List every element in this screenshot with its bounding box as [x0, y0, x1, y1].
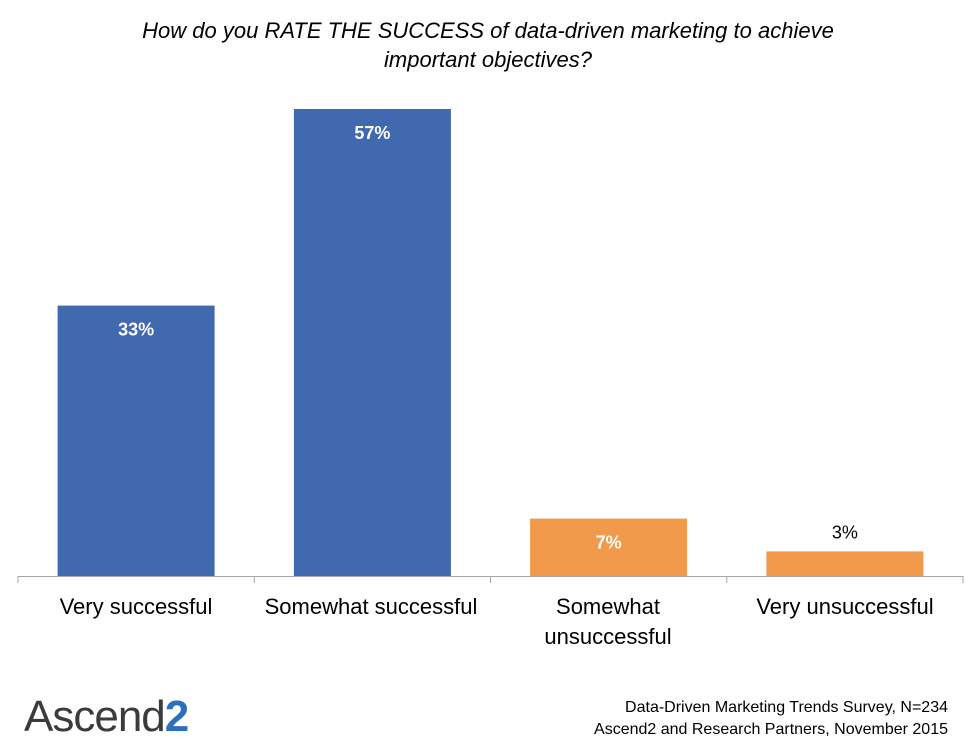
bar-somewhat-successful — [293, 109, 451, 576]
chart-title-line-1: How do you RATE THE SUCCESS of data-driv… — [142, 18, 834, 43]
chart-title-line-2: important objectives? — [384, 47, 592, 72]
logo-text: Ascend — [24, 692, 166, 741]
data-label-very-successful: 33% — [118, 320, 154, 340]
bar-very-successful — [57, 305, 215, 576]
data-label-very-unsuccessful: 3% — [832, 522, 858, 542]
source-line-2: Ascend2 and Research Partners, November … — [594, 721, 948, 738]
bar-somewhat-unsuccessful — [530, 518, 688, 576]
x-tick-label-somewhat-unsuccessful: Somewhat unsuccessful — [490, 592, 726, 652]
logo-digit: 2 — [164, 692, 190, 741]
x-tick-label-line: Very successful — [59, 594, 213, 619]
x-tick-label-very-successful: Very successful — [18, 592, 254, 622]
x-tick-label-line: Somewhat — [556, 594, 660, 619]
data-label-somewhat-unsuccessful: 7% — [596, 533, 622, 553]
x-tick-label-somewhat-successful: Somewhat successful — [253, 592, 489, 622]
x-tick-label-line: Very unsuccessful — [756, 594, 934, 619]
ascend2-logo: Ascend2 — [24, 692, 190, 742]
data-label-somewhat-successful: 57% — [354, 123, 390, 143]
x-tick-label-line: unsuccessful — [544, 624, 672, 649]
source-line-1: Data-Driven Marketing Trends Survey, N=2… — [625, 699, 948, 716]
x-tick-label-line: Somewhat successful — [264, 594, 478, 619]
chart-title: How do you RATE THE SUCCESS of data-driv… — [88, 16, 888, 74]
x-tick-label-very-unsuccessful: Very unsuccessful — [727, 592, 963, 622]
source-note: Data-Driven Marketing Trends Survey, N=2… — [528, 697, 948, 741]
bar-very-unsuccessful — [766, 551, 924, 576]
